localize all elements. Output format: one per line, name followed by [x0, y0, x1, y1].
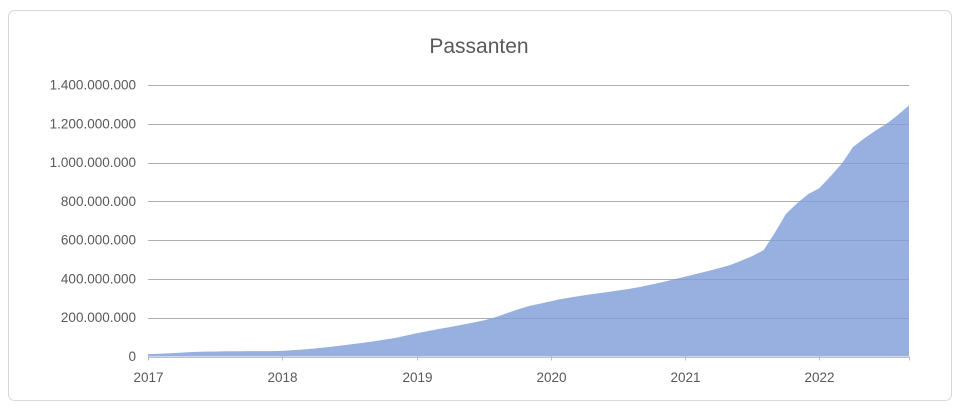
x-axis-tick-label: 2019	[402, 370, 432, 385]
x-axis-tick-label: 2017	[133, 370, 163, 385]
y-axis-tick-label: 400.000.000	[61, 271, 136, 286]
x-axis-tick-label: 2020	[536, 370, 566, 385]
area-series	[148, 105, 909, 357]
x-axis-labels: 2017 2018 2019 2020 2021 2022	[133, 370, 834, 385]
x-axis-tick-label: 2021	[670, 370, 700, 385]
y-axis-tick-label: 1.400.000.000	[50, 78, 136, 93]
x-axis	[148, 356, 910, 361]
x-axis-tick-label: 2018	[267, 370, 297, 385]
chart-title: Passanten	[429, 35, 528, 58]
y-axis-labels: 0 200.000.000 400.000.000 600.000.000 800.00…	[50, 78, 136, 365]
y-axis-tick-label: 600.000.000	[61, 233, 136, 248]
x-axis-tick-label: 2022	[804, 370, 834, 385]
y-axis-tick-label: 200.000.000	[61, 310, 136, 325]
y-axis-tick-label: 0	[128, 349, 136, 364]
y-axis-tick-label: 800.000.000	[61, 194, 136, 209]
y-axis-tick-label: 1.200.000.000	[50, 116, 136, 131]
y-axis-tick-label: 1.000.000.000	[50, 155, 136, 170]
